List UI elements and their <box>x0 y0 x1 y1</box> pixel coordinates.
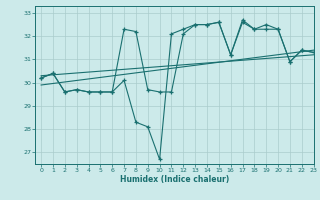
X-axis label: Humidex (Indice chaleur): Humidex (Indice chaleur) <box>120 175 229 184</box>
